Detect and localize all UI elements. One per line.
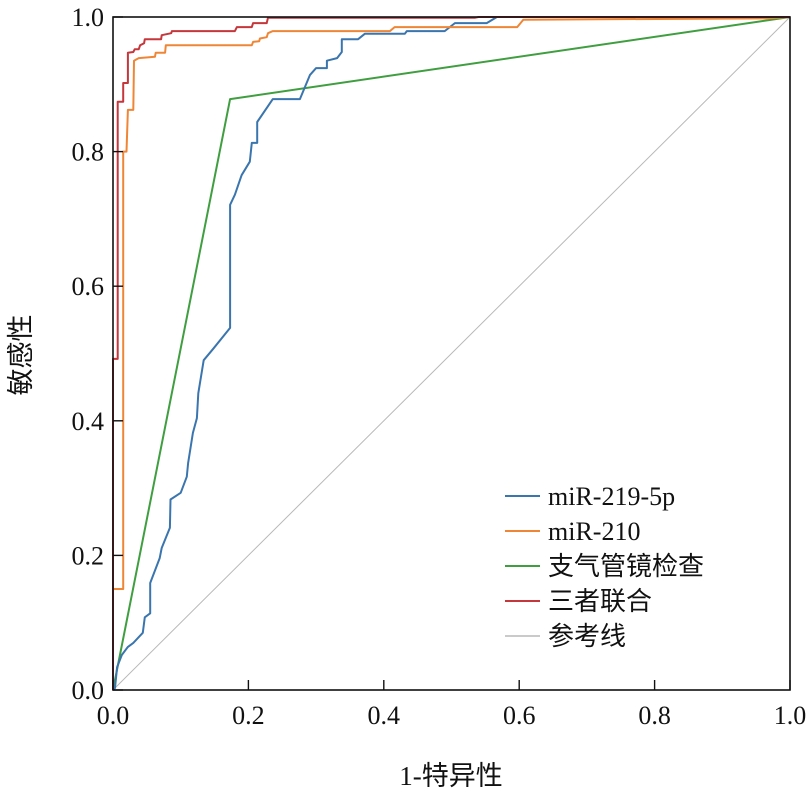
series-line-3 bbox=[112, 16, 790, 690]
y-tick-label: 0.6 bbox=[72, 272, 105, 301]
series-line-1 bbox=[112, 16, 791, 690]
y-tick-label: 0.2 bbox=[72, 541, 105, 570]
legend-item: miR-210 bbox=[505, 517, 640, 546]
legend-label: 三者联合 bbox=[548, 587, 652, 616]
x-tick-label: 0.6 bbox=[503, 701, 536, 730]
legend-label: miR-210 bbox=[548, 517, 640, 546]
legend-label: 支气管镜检查 bbox=[548, 552, 704, 581]
x-tick-label: 0.8 bbox=[638, 701, 671, 730]
x-tick-label: 0.2 bbox=[232, 701, 265, 730]
legend-label: 参考线 bbox=[548, 622, 626, 651]
x-tick-label: 1.0 bbox=[774, 701, 807, 730]
legend-item: 参考线 bbox=[505, 622, 626, 651]
series-line-4 bbox=[112, 16, 791, 691]
series-line-2 bbox=[112, 16, 791, 691]
y-tick-label: 0.4 bbox=[72, 407, 105, 436]
series-layer bbox=[112, 16, 791, 691]
legend-item: 支气管镜检查 bbox=[505, 552, 704, 581]
legend-label: miR-219-5p bbox=[548, 482, 675, 511]
ticks-layer: 0.0 0.2 0.4 0.6 0.8 1.0 0.0 0.2 0.4 0.6 0.8 1.0 bbox=[72, 3, 807, 730]
y-axis-label: 敏感性 bbox=[6, 315, 36, 396]
y-tick-label: 1.0 bbox=[72, 3, 105, 32]
x-axis-label: 1-特异性 bbox=[399, 761, 503, 791]
series-line-0 bbox=[112, 16, 790, 691]
legend-item: 三者联合 bbox=[505, 587, 652, 616]
y-tick-label: 0.0 bbox=[72, 676, 105, 705]
y-tick-label: 0.8 bbox=[72, 138, 105, 167]
x-tick-label: 0.0 bbox=[97, 701, 130, 730]
legend-item: miR-219-5p bbox=[505, 482, 675, 511]
plot-frame bbox=[112, 16, 791, 691]
x-tick-label: 0.4 bbox=[368, 701, 401, 730]
